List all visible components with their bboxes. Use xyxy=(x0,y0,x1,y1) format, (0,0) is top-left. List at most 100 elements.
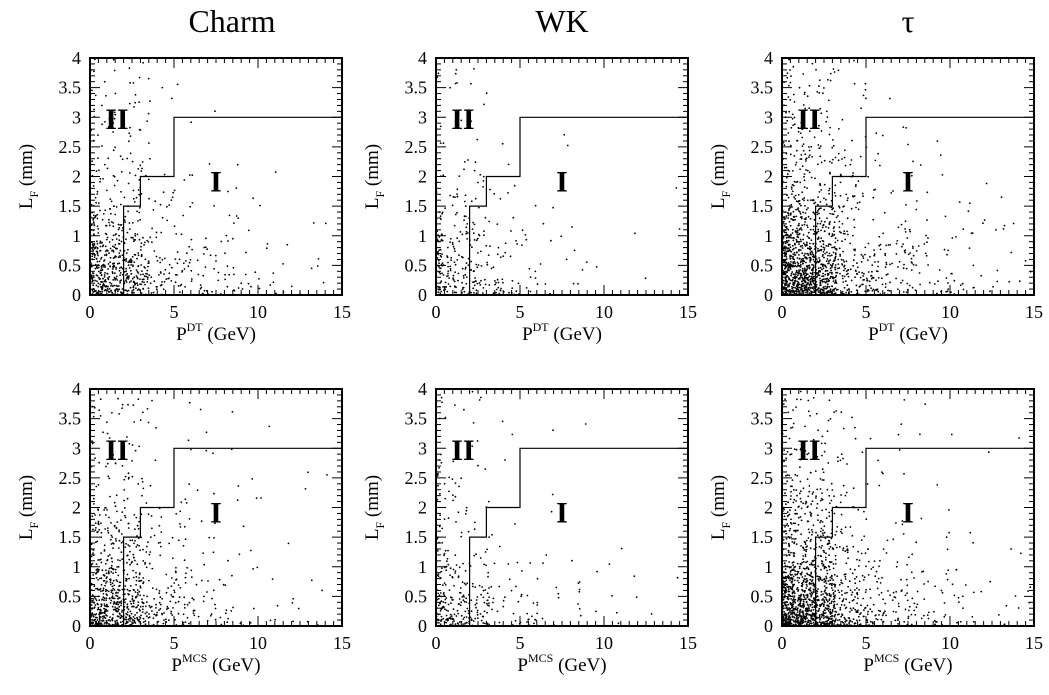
data-point xyxy=(179,596,181,598)
data-point xyxy=(454,225,456,227)
data-point xyxy=(790,212,792,214)
data-point xyxy=(441,233,443,235)
data-point xyxy=(92,600,94,602)
data-point xyxy=(200,284,202,286)
data-point xyxy=(903,264,905,266)
data-point xyxy=(146,120,148,122)
data-point xyxy=(99,278,101,280)
data-point xyxy=(214,604,216,606)
data-point xyxy=(103,509,105,511)
data-point xyxy=(443,601,445,603)
data-point xyxy=(198,274,200,276)
data-point xyxy=(825,226,827,228)
data-point xyxy=(208,537,210,539)
data-point xyxy=(474,522,476,524)
data-point xyxy=(151,400,153,402)
data-point xyxy=(134,102,136,104)
data-point xyxy=(451,615,453,617)
data-point xyxy=(163,612,165,614)
data-point xyxy=(474,284,476,286)
data-point xyxy=(900,282,902,284)
data-point xyxy=(472,586,474,588)
data-point xyxy=(490,586,492,588)
data-point xyxy=(193,610,195,612)
data-point xyxy=(852,265,854,267)
data-point xyxy=(790,75,792,77)
data-point xyxy=(521,594,523,596)
data-point xyxy=(446,291,448,293)
data-point xyxy=(108,478,110,480)
data-point xyxy=(225,584,227,586)
data-point xyxy=(487,592,489,594)
data-point xyxy=(808,254,810,256)
data-point xyxy=(833,252,835,254)
data-point xyxy=(461,596,463,598)
data-point xyxy=(465,584,467,586)
data-point xyxy=(858,180,860,182)
data-point xyxy=(466,231,468,233)
cut-boundary-line xyxy=(470,448,688,626)
x-tick-label: 15 xyxy=(333,633,351,653)
data-point xyxy=(240,282,242,284)
data-point xyxy=(317,265,319,267)
data-point xyxy=(107,268,109,270)
data-point xyxy=(141,598,143,600)
data-point xyxy=(124,585,126,587)
data-point xyxy=(848,276,850,278)
data-point xyxy=(100,588,102,590)
data-point xyxy=(801,274,803,276)
data-point xyxy=(135,450,137,452)
data-point xyxy=(796,228,798,230)
data-point xyxy=(115,234,117,236)
data-point xyxy=(104,528,106,530)
data-point xyxy=(133,281,135,283)
data-point xyxy=(634,232,636,234)
data-point xyxy=(184,526,186,528)
data-point xyxy=(866,278,868,280)
data-point xyxy=(453,275,455,277)
data-point xyxy=(119,250,121,252)
data-point xyxy=(128,264,130,266)
data-point xyxy=(899,261,901,263)
data-point xyxy=(447,262,449,264)
data-point xyxy=(191,280,193,282)
data-point xyxy=(111,561,113,563)
data-point xyxy=(458,175,460,177)
data-point xyxy=(784,144,786,146)
data-point xyxy=(453,246,455,248)
data-point xyxy=(796,291,798,293)
data-point xyxy=(951,237,953,239)
data-point xyxy=(870,275,872,277)
data-point xyxy=(92,552,94,554)
data-point xyxy=(112,614,114,616)
data-point xyxy=(492,598,494,600)
data-point xyxy=(139,595,141,597)
data-point xyxy=(464,622,466,624)
data-point xyxy=(138,591,140,593)
data-point xyxy=(93,71,95,73)
data-point xyxy=(440,267,442,269)
data-point xyxy=(439,514,441,516)
data-point xyxy=(863,95,865,97)
data-point xyxy=(202,552,204,554)
y-axis-label: LF (mm) xyxy=(16,475,41,540)
data-point xyxy=(108,573,110,575)
data-point xyxy=(784,268,786,270)
data-point xyxy=(131,562,133,564)
data-point xyxy=(840,232,842,234)
x-axis-label-unit: (GeV) xyxy=(553,655,606,676)
data-point xyxy=(795,280,797,282)
data-point xyxy=(820,145,822,147)
data-point xyxy=(448,477,450,479)
data-point xyxy=(795,500,797,502)
data-point xyxy=(138,254,140,256)
data-point xyxy=(127,404,129,406)
data-point xyxy=(160,608,162,610)
y-tick-label: 4 xyxy=(72,48,81,68)
data-point xyxy=(180,501,182,503)
data-point xyxy=(461,282,463,284)
data-point xyxy=(799,568,801,570)
data-point xyxy=(172,557,174,559)
